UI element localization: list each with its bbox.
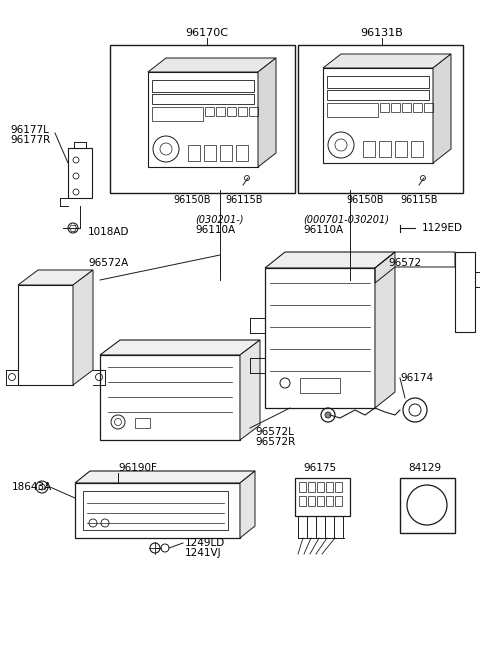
Bar [402,103,411,112]
Bar [323,68,433,163]
Bar [100,355,240,440]
Text: 96115B: 96115B [400,195,438,205]
Bar [68,148,92,198]
Polygon shape [240,471,255,538]
Text: 84129: 84129 [408,463,442,473]
Bar [265,268,375,408]
Polygon shape [323,54,451,68]
Text: 96572: 96572 [388,258,421,268]
Bar [327,76,429,88]
Bar [75,483,240,538]
Bar [335,482,342,492]
Text: 96110A: 96110A [195,225,235,235]
Text: 96174: 96174 [400,373,433,383]
Polygon shape [265,252,395,268]
Text: 96150B: 96150B [346,195,384,205]
Polygon shape [375,252,395,408]
Polygon shape [100,340,260,355]
Text: 96190F: 96190F [118,463,157,473]
Text: (030201-): (030201-) [195,215,243,225]
Bar [413,103,422,112]
Text: 96177R: 96177R [10,135,50,145]
Bar [299,496,306,506]
Bar [220,145,232,161]
Bar [188,145,200,161]
Text: 96175: 96175 [303,463,336,473]
Bar [327,90,429,100]
Bar [308,496,315,506]
Bar [295,478,350,516]
Polygon shape [75,471,255,483]
Text: 96131B: 96131B [360,28,403,38]
Bar [152,94,254,104]
Circle shape [325,412,331,418]
Text: 1241VJ: 1241VJ [185,548,222,558]
Bar [308,482,315,492]
Text: 96177L: 96177L [10,125,49,135]
Bar [83,491,228,530]
Bar [395,141,407,157]
Text: 96110A: 96110A [303,225,343,235]
Bar [236,145,248,161]
Polygon shape [18,270,93,285]
Bar [326,482,333,492]
Bar [227,107,236,116]
Bar [204,145,216,161]
Bar [335,496,342,506]
Bar [249,107,258,116]
Bar [317,482,324,492]
Polygon shape [240,340,260,440]
Text: 1018AD: 1018AD [88,227,130,237]
Bar [455,252,475,332]
Text: 96170C: 96170C [185,28,228,38]
Text: 96572R: 96572R [255,437,295,447]
Bar [411,141,423,157]
Bar [298,45,463,193]
Bar [216,107,225,116]
Polygon shape [148,58,276,72]
Bar [148,72,258,167]
Text: 1249LD: 1249LD [185,538,225,548]
Bar [300,378,340,393]
Bar [326,496,333,506]
Text: (000701-030201): (000701-030201) [303,215,389,225]
Bar [391,103,400,112]
Text: 96115B: 96115B [225,195,263,205]
Bar [363,141,375,157]
Bar [424,103,433,112]
Polygon shape [258,58,276,167]
Bar [400,478,455,533]
Bar [317,496,324,506]
Bar [238,107,247,116]
Polygon shape [73,270,93,385]
Polygon shape [433,54,451,163]
Text: 1129ED: 1129ED [422,223,463,233]
Bar [205,107,214,116]
Bar [379,141,391,157]
Bar [152,80,254,92]
Bar [110,45,295,193]
Bar [135,418,150,428]
Bar [152,107,203,121]
Bar [380,103,389,112]
Text: 18643A: 18643A [12,482,52,492]
Text: 96572A: 96572A [88,258,128,268]
Text: 96572L: 96572L [255,427,294,437]
Bar [299,482,306,492]
Text: 96150B: 96150B [173,195,211,205]
Bar [327,103,378,117]
